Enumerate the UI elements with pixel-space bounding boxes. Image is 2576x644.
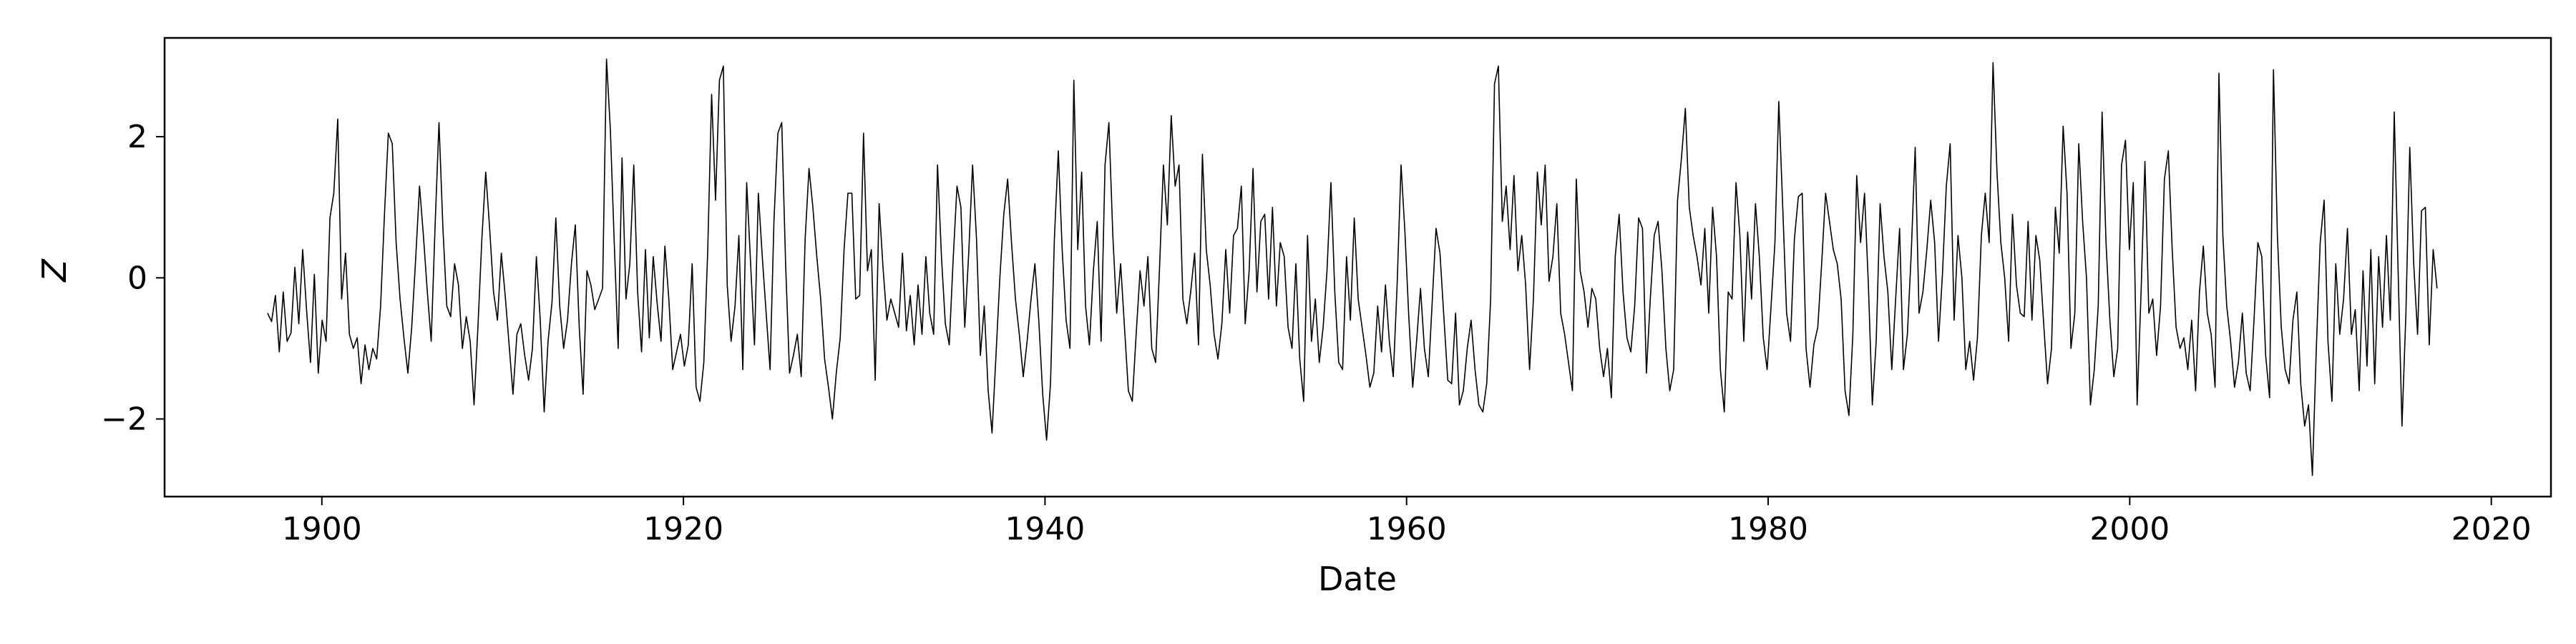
x-tick-label: 2000 [2089, 511, 2170, 547]
x-tick-label: 1940 [1005, 511, 1085, 547]
y-tick-label: −2 [101, 401, 147, 438]
series-line [267, 58, 2438, 477]
y-tick-label: 0 [127, 260, 147, 296]
x-tick-label: 2020 [2451, 511, 2532, 547]
plot-area [267, 58, 2438, 477]
x-tick-label: 1920 [643, 511, 723, 547]
y-axis: −2 0 2 [101, 119, 165, 438]
y-axis-label: Z [35, 258, 74, 283]
x-axis: 1900 1920 1940 1960 1980 2000 2020 [282, 497, 2532, 547]
y-tick-label: 2 [127, 119, 147, 155]
x-axis-label: Date [1318, 560, 1397, 598]
x-tick-label: 1960 [1367, 511, 1447, 547]
x-tick-label: 1900 [282, 511, 362, 547]
x-tick-label: 1980 [1728, 511, 1808, 547]
plot-frame [163, 36, 2552, 498]
